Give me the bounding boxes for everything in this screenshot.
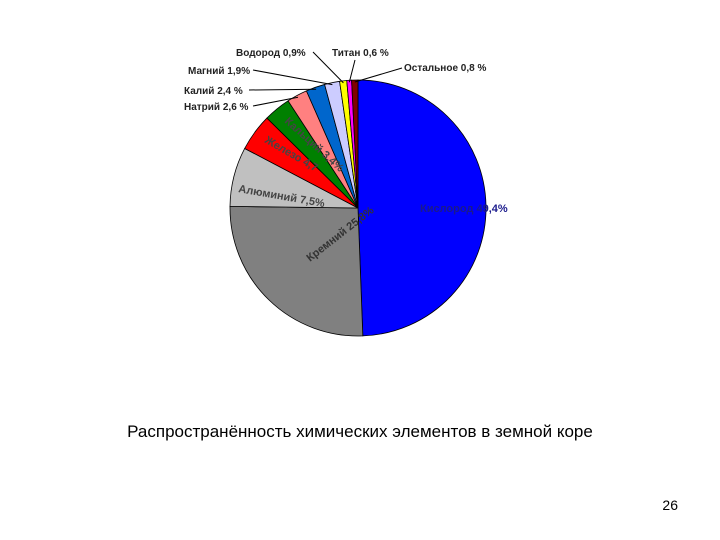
chart-caption: Распространённость химических элементов …: [127, 422, 593, 441]
pie-chart: Кислород 49,4%Кремний 25,8%Алюминий 7,5%…: [184, 48, 508, 337]
leader-line: [354, 67, 403, 83]
slice-label: Водород 0,9%: [236, 48, 306, 59]
slice-label: Натрий 2,6 %: [184, 102, 249, 113]
leader-line: [312, 51, 344, 84]
slice-label: Магний 1,9%: [188, 66, 250, 77]
pie-slice: [229, 205, 364, 337]
page-number: 26: [662, 497, 678, 513]
pie-slice: [357, 79, 487, 337]
slice-label: Титан 0,6 %: [332, 48, 389, 59]
leader-line: [248, 88, 317, 91]
slice-label: Калий 2,4 %: [184, 86, 243, 97]
leader-line: [348, 59, 356, 83]
slice-label: Остальное 0,8 %: [404, 63, 486, 74]
pie-slice: [351, 79, 359, 209]
leader-line: [252, 69, 333, 86]
leader-line: [252, 96, 299, 107]
pie-slices: [229, 79, 487, 337]
slice-label: Кислород 49,4%: [420, 203, 508, 215]
leader-lines: [248, 51, 403, 107]
